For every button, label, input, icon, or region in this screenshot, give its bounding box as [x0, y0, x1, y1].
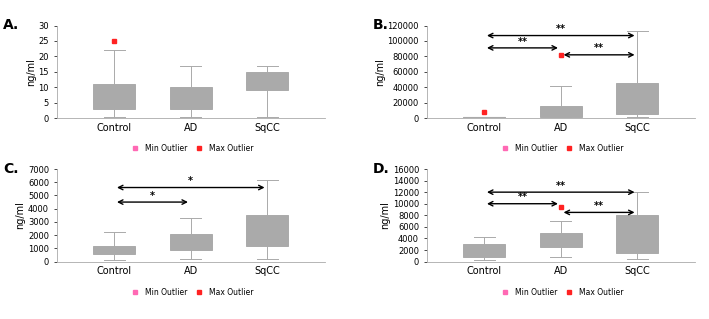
PathPatch shape [246, 72, 289, 90]
Y-axis label: ng/ml: ng/ml [380, 201, 390, 229]
PathPatch shape [93, 246, 135, 254]
PathPatch shape [93, 84, 135, 109]
Legend: Min Outlier, Max Outlier: Min Outlier, Max Outlier [498, 288, 624, 297]
Text: B.: B. [373, 18, 389, 32]
Y-axis label: ng/ml: ng/ml [375, 58, 385, 86]
Y-axis label: ng/ml: ng/ml [26, 58, 35, 86]
Text: **: ** [518, 192, 527, 202]
PathPatch shape [169, 87, 212, 109]
Text: *: * [150, 191, 155, 201]
Legend: Min Outlier, Max Outlier: Min Outlier, Max Outlier [128, 288, 254, 297]
Text: **: ** [594, 201, 604, 211]
Text: **: ** [556, 24, 566, 34]
Text: D.: D. [373, 162, 390, 175]
PathPatch shape [169, 234, 212, 250]
PathPatch shape [463, 117, 506, 118]
PathPatch shape [540, 106, 582, 116]
Text: **: ** [518, 36, 527, 47]
PathPatch shape [616, 83, 659, 114]
Legend: Min Outlier, Max Outlier: Min Outlier, Max Outlier [498, 144, 624, 153]
PathPatch shape [463, 244, 506, 257]
Text: **: ** [556, 181, 566, 191]
Text: **: ** [594, 43, 604, 54]
Text: *: * [189, 176, 194, 186]
Y-axis label: ng/ml: ng/ml [15, 201, 26, 229]
Text: C.: C. [3, 162, 18, 175]
Text: A.: A. [3, 18, 19, 32]
PathPatch shape [540, 233, 582, 247]
PathPatch shape [616, 215, 659, 253]
PathPatch shape [246, 215, 289, 246]
Legend: Min Outlier, Max Outlier: Min Outlier, Max Outlier [128, 144, 254, 153]
